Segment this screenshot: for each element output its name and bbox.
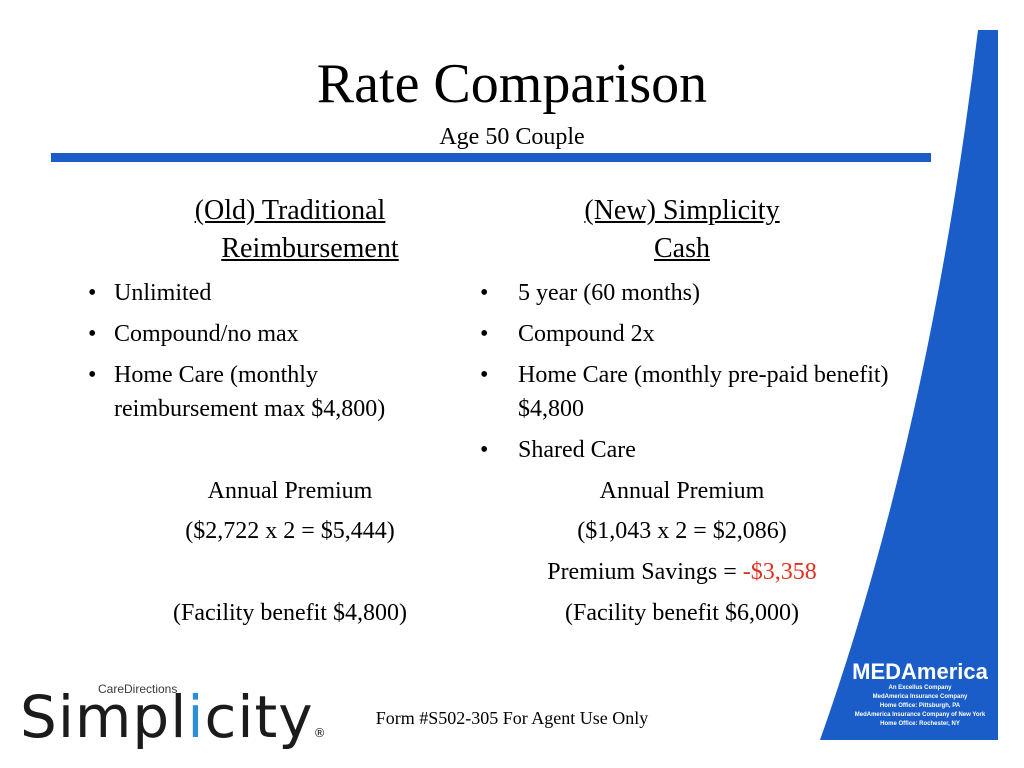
right-heading-line2: Cash — [654, 233, 710, 264]
logo-part1: Simpl — [20, 683, 188, 751]
simplicity-logo: CareDirections Simplicity® — [20, 680, 326, 750]
medamerica-company-2: MedAmerica Insurance Company of New York — [854, 712, 986, 718]
right-column-heading: (New) Simplicity Cash — [532, 192, 832, 268]
list-item: Home Care (monthly pre-paid benefit) $4,… — [478, 358, 898, 426]
premium-savings: Premium Savings = -$3,358 — [482, 557, 882, 587]
left-premium-label: Annual Premium — [207, 478, 373, 504]
left-premium-value: ($2,722 x 2 = $5,444) — [185, 518, 395, 544]
list-item: 5 year (60 months) — [478, 276, 898, 310]
medamerica-company-1: MedAmerica Insurance Company — [872, 694, 968, 700]
medamerica-office-2: Home Office: Rochester, NY — [880, 721, 960, 727]
logo-part2: i — [187, 683, 205, 751]
left-facility-benefit: (Facility benefit $4,800) — [173, 600, 407, 626]
list-item: Compound 2x — [478, 317, 898, 351]
logo-trademark: ® — [313, 726, 327, 740]
medamerica-wordmark: MEDAmerica — [852, 659, 988, 684]
page-subtitle: Age 50 Couple — [439, 124, 585, 150]
left-heading-line1: (Old) Traditional — [194, 195, 386, 226]
blue-side-stripe — [820, 30, 998, 740]
medamerica-tagline: An Excellus Company — [888, 685, 952, 691]
title-divider — [51, 153, 931, 162]
savings-label: Premium Savings = — [547, 559, 743, 585]
left-column-heading: (Old) Traditional Reimbursement — [140, 192, 440, 268]
savings-value: -$3,358 — [742, 559, 817, 585]
list-item: Unlimited — [84, 276, 464, 310]
form-footer: Form #S502-305 For Agent Use Only — [375, 708, 649, 728]
left-bullet-list: Unlimited Compound/no max Home Care (mon… — [84, 276, 464, 433]
logo-wordmark: Simplicity® — [20, 684, 327, 766]
list-item: Home Care (monthly reimbursement max $4,… — [84, 358, 464, 426]
right-premium-label: Annual Premium — [599, 478, 765, 504]
right-bullet-list: 5 year (60 months) Compound 2x Home Care… — [478, 276, 898, 474]
left-heading-line2: Reimbursement — [221, 233, 399, 264]
right-heading-line1: (New) Simplicity — [584, 195, 780, 226]
logo-part3: city — [204, 683, 314, 751]
right-facility-benefit: (Facility benefit $6,000) — [565, 600, 799, 626]
list-item: Shared Care — [478, 433, 898, 467]
page-title: Rate Comparison — [316, 53, 708, 115]
logo-caredirections-text: CareDirections — [98, 682, 178, 696]
medamerica-office-1: Home Office: Pittsburgh, PA — [879, 703, 961, 709]
list-item: Compound/no max — [84, 317, 464, 351]
right-premium-value: ($1,043 x 2 = $2,086) — [577, 518, 787, 544]
medamerica-logo: MEDAmerica An Excellus Company MedAmeric… — [852, 660, 988, 729]
